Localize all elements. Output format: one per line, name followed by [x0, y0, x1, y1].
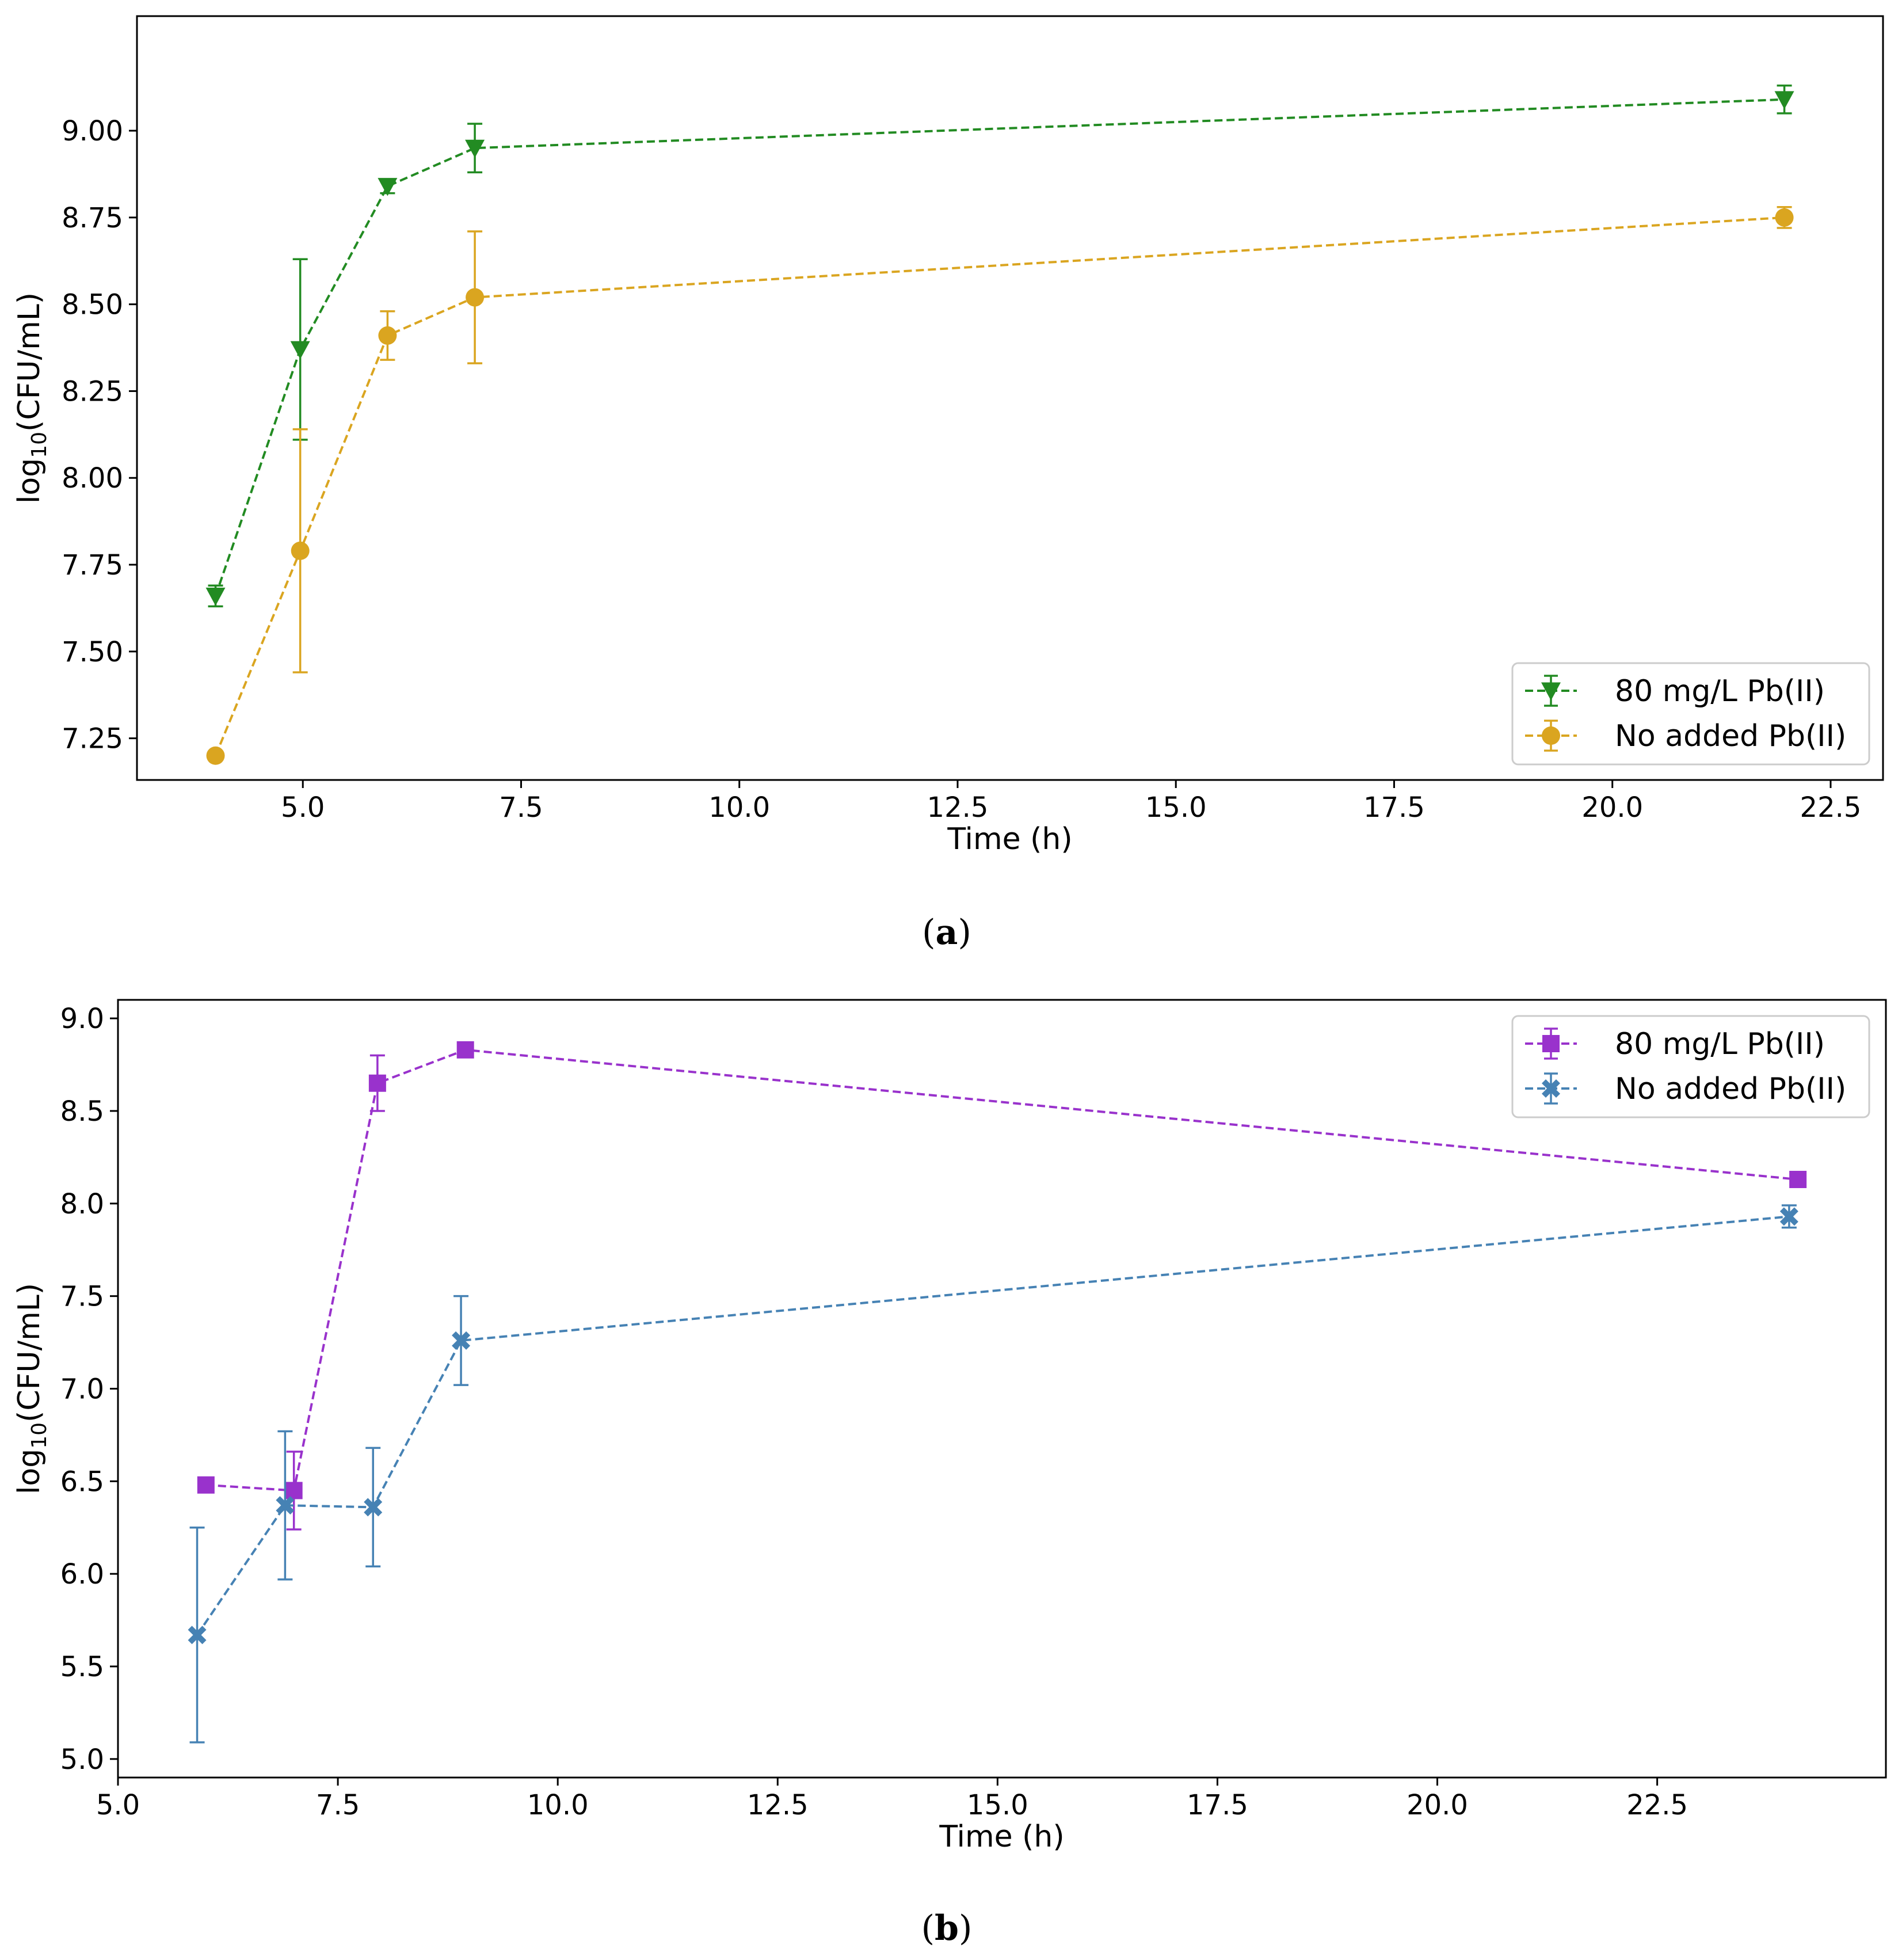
legend-box — [1511, 662, 1870, 766]
data-point — [378, 326, 397, 345]
legend-b: 80 mg/L Pb(II) No added Pb(II) — [1511, 1015, 1870, 1118]
data-point — [205, 587, 226, 606]
series-group-a — [205, 84, 1794, 765]
legend-entry: 80 mg/L Pb(II) — [1525, 674, 1825, 709]
y-tick-label: 8.50 — [62, 289, 123, 321]
data-point — [1775, 208, 1794, 227]
series-pb80 — [205, 84, 1794, 608]
data-point — [197, 1476, 215, 1494]
x-tick-label: 10.0 — [708, 791, 770, 824]
legend-marker — [1542, 1079, 1560, 1098]
data-point — [290, 341, 310, 360]
data-point — [368, 1074, 386, 1092]
series-line — [205, 1048, 1798, 1492]
y-axis-title-rest-b: (CFU/mL) — [12, 1283, 47, 1422]
data-point — [1779, 1207, 1798, 1226]
legend-box — [1511, 1015, 1870, 1118]
x-tick-label: 22.5 — [1800, 791, 1862, 824]
y-tick-label: 8.25 — [62, 375, 123, 408]
y-tick-label: 5.0 — [60, 1744, 104, 1776]
data-point — [364, 1498, 383, 1517]
x-tick-label: 12.5 — [747, 1789, 809, 1821]
legend-marker — [1542, 1035, 1560, 1052]
y-tick-label: 7.75 — [62, 549, 123, 581]
y-axis-title-rest-a: (CFU/mL) — [12, 292, 47, 432]
data-point — [1789, 1171, 1807, 1189]
y-tick-label: 5.5 — [60, 1651, 104, 1683]
data-point — [452, 1331, 471, 1350]
legend-entry: No added Pb(II) — [1525, 719, 1846, 753]
x-tick-label: 20.0 — [1581, 791, 1643, 824]
x-tick-label: 15.0 — [1145, 791, 1207, 824]
x-tick-label: 15.0 — [967, 1789, 1028, 1821]
y-tick-label: 8.0 — [60, 1188, 104, 1220]
panel-label-letter-b: b — [935, 1908, 959, 1948]
y-tick-label: 7.25 — [62, 723, 123, 755]
y-axis-title-a: log10(CFU/mL) — [12, 292, 51, 504]
series-line — [214, 98, 1785, 596]
legend-label: 80 mg/L Pb(II) — [1615, 674, 1825, 709]
panel-b: 5.0 7.5 10.0 12.5 15.0 17.5 20.0 22.5 5.0 5.5 6.0 6… — [12, 999, 1887, 1948]
x-tick-label: 22.5 — [1626, 1789, 1688, 1821]
y-tick-label: 8.00 — [62, 462, 123, 494]
y-tick-label: 6.0 — [60, 1558, 104, 1590]
axes-a: 5.0 7.5 10.0 12.5 15.0 17.5 20.0 22.5 7.25 7.50 7.… — [62, 115, 1861, 824]
x-tick-label: 17.5 — [1187, 1789, 1248, 1821]
data-point — [276, 1496, 295, 1515]
data-point — [285, 1482, 303, 1500]
y-tick-label: 8.75 — [62, 202, 123, 234]
panel-label-letter-a: a — [936, 912, 958, 953]
y-tick-label: 7.0 — [60, 1373, 104, 1406]
x-tick-label: 12.5 — [927, 791, 989, 824]
y-axis-title-sub-b: 10 — [28, 1422, 51, 1449]
data-point — [188, 1626, 207, 1645]
y-tick-label: 9.0 — [60, 1003, 104, 1035]
axes-b: 5.0 7.5 10.0 12.5 15.0 17.5 20.0 22.5 5.0 5.5 6.0 6… — [60, 1003, 1688, 1821]
x-tick-label: 5.0 — [281, 791, 325, 824]
x-axis-title-b: Time (h) — [939, 1820, 1064, 1854]
x-tick-label: 20.0 — [1407, 1789, 1468, 1821]
legend-marker — [1542, 726, 1560, 745]
series-pb80 — [197, 1041, 1807, 1531]
panel-label-a: (a) — [922, 912, 971, 953]
data-point — [1774, 91, 1794, 109]
series-group-b — [188, 1041, 1807, 1744]
legend-label: No added Pb(II) — [1615, 1072, 1846, 1106]
data-point — [456, 1041, 474, 1059]
y-axis-title-base-a: log — [12, 458, 47, 504]
y-tick-label: 9.00 — [62, 115, 123, 147]
data-point — [378, 178, 398, 196]
data-point — [291, 541, 310, 560]
legend-label: 80 mg/L Pb(II) — [1615, 1027, 1825, 1061]
x-axis-title-a: Time (h) — [947, 822, 1072, 857]
x-tick-label: 5.0 — [96, 1789, 140, 1821]
legend-marker — [1541, 682, 1561, 701]
legend-label: No added Pb(II) — [1615, 719, 1846, 753]
x-tick-label: 10.0 — [527, 1789, 589, 1821]
y-tick-label: 7.5 — [60, 1281, 104, 1313]
data-point — [466, 288, 485, 307]
x-tick-label: 7.5 — [316, 1789, 360, 1821]
series-control — [206, 206, 1794, 765]
legend-a: 80 mg/L Pb(II) No added Pb(II) — [1511, 662, 1870, 766]
series-line — [196, 1215, 1790, 1636]
y-axis-title-b: log10(CFU/mL) — [12, 1283, 51, 1494]
x-tick-label: 17.5 — [1363, 791, 1425, 824]
y-axis-title-sub-a: 10 — [28, 432, 51, 458]
legend-entry: No added Pb(II) — [1525, 1072, 1846, 1106]
plot-area-frame-a — [136, 15, 1884, 781]
y-axis-title-base-b: log — [12, 1449, 47, 1494]
data-point — [206, 746, 225, 765]
panel-label-b: (b) — [921, 1908, 973, 1948]
y-tick-label: 8.5 — [60, 1095, 104, 1128]
y-tick-label: 7.50 — [62, 636, 123, 668]
panel-a: 5.0 7.5 10.0 12.5 15.0 17.5 20.0 22.5 7.25 7.50 7.… — [12, 15, 1884, 953]
x-tick-label: 7.5 — [499, 791, 543, 824]
series-control — [188, 1204, 1798, 1744]
legend-entry: 80 mg/L Pb(II) — [1525, 1027, 1825, 1061]
y-tick-label: 6.5 — [60, 1466, 104, 1498]
data-point — [465, 139, 485, 158]
